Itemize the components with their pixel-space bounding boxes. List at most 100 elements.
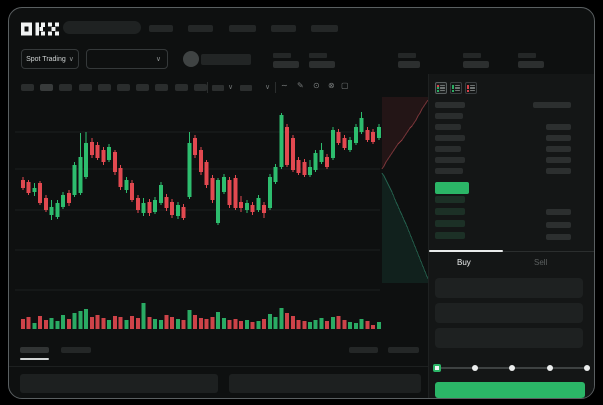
pencil-draw-icon[interactable]: ✎ — [297, 81, 304, 90]
nav-item[interactable] — [188, 25, 213, 32]
ask-row-amount[interactable] — [546, 124, 571, 130]
slider-stop[interactable] — [509, 365, 515, 371]
bid-row-price[interactable] — [435, 220, 465, 227]
amount-field[interactable] — [435, 303, 583, 323]
ask-row-price[interactable] — [435, 113, 463, 119]
last-price-badge[interactable] — [435, 182, 469, 194]
stat-label — [309, 53, 327, 58]
buy-tab-underline — [429, 250, 503, 252]
bottom-action-button[interactable] — [388, 347, 419, 353]
bottom-tab[interactable] — [61, 347, 91, 353]
candlestick-chart[interactable] — [9, 96, 429, 348]
market-type-dropdown[interactable]: Spot Trading ∨ — [21, 49, 79, 69]
interval-button[interactable] — [117, 84, 130, 91]
toolbar-divider — [207, 82, 208, 93]
ask-row-amount[interactable] — [546, 135, 571, 141]
indicator-dropdown[interactable] — [240, 85, 252, 91]
icon-row — [467, 87, 475, 89]
orders-table-placeholder — [229, 374, 421, 393]
chevron-down-icon[interactable]: ∨ — [265, 84, 271, 91]
bottom-divider — [9, 366, 428, 367]
bid-row-price[interactable] — [435, 196, 465, 203]
book-asks-only-icon[interactable] — [465, 82, 477, 94]
ask-row-price[interactable] — [435, 168, 463, 174]
ask-row-amount[interactable] — [546, 157, 571, 163]
interval-button[interactable] — [40, 84, 54, 91]
interval-button[interactable] — [59, 84, 73, 91]
stat-value — [463, 61, 489, 68]
chevron-down-icon: ∨ — [155, 55, 161, 63]
nav-item[interactable] — [271, 25, 296, 32]
okx-logo — [21, 22, 59, 36]
chevron-down-icon: ∨ — [68, 55, 74, 63]
orderbook-header-amount — [533, 102, 571, 108]
bottom-tab-active[interactable] — [20, 347, 49, 353]
bid-row-amount[interactable] — [546, 234, 571, 240]
nav-item[interactable] — [149, 25, 173, 32]
chevron-down-icon[interactable]: ∨ — [228, 84, 234, 91]
bottom-action-button[interactable] — [349, 347, 378, 353]
icon-row — [452, 87, 460, 89]
interval-button[interactable] — [78, 84, 92, 91]
stat-label — [518, 53, 536, 58]
stat-value — [398, 61, 420, 68]
ask-row-price[interactable] — [435, 146, 461, 152]
icon-row — [452, 84, 460, 87]
interval-button[interactable] — [21, 84, 34, 91]
icon-row — [452, 89, 460, 92]
alert-icon[interactable]: ⊗ — [328, 81, 335, 90]
stat-value — [273, 61, 299, 68]
icon-row — [437, 84, 445, 87]
stat-value — [518, 61, 544, 68]
indicator-dropdown[interactable] — [212, 85, 224, 91]
book-both-icon[interactable] — [435, 82, 447, 94]
interval-button[interactable] — [193, 84, 207, 91]
slider-handle[interactable] — [433, 364, 441, 372]
icon-row — [437, 87, 445, 89]
interval-button[interactable] — [155, 84, 169, 91]
token-icon — [183, 51, 199, 67]
tab-divider — [429, 251, 594, 252]
pair-name-placeholder — [201, 54, 251, 65]
nav-item[interactable] — [311, 25, 338, 32]
bid-row-amount[interactable] — [546, 209, 571, 215]
stat-label — [463, 53, 481, 58]
interval-button[interactable] — [136, 84, 150, 91]
stat-label — [273, 53, 291, 58]
ask-row-price[interactable] — [435, 124, 461, 130]
orders-table-placeholder — [20, 374, 218, 393]
ask-row-amount[interactable] — [546, 146, 571, 152]
wave-indicator-icon[interactable]: ∼ — [281, 81, 288, 90]
amount-slider[interactable] — [433, 362, 590, 374]
icon-row — [467, 89, 475, 92]
camera-snapshot-icon[interactable]: ⊙ — [313, 81, 320, 90]
slider-stop[interactable] — [584, 365, 590, 371]
bid-row-price[interactable] — [435, 208, 465, 215]
ask-row-price[interactable] — [435, 135, 465, 141]
ask-row-amount[interactable] — [546, 168, 571, 174]
market-type-label: Spot Trading — [26, 55, 66, 63]
icon-row — [437, 89, 445, 92]
toolbar-divider — [275, 82, 276, 93]
expand-fullscreen-icon[interactable]: ▢ — [341, 81, 349, 90]
buy-submit-button[interactable] — [435, 382, 585, 398]
interval-button[interactable] — [97, 84, 111, 91]
orderbook-header-price — [435, 102, 465, 108]
interval-button[interactable] — [174, 84, 188, 91]
price-field[interactable] — [435, 278, 583, 298]
panel-divider — [428, 74, 429, 398]
bid-row-amount[interactable] — [546, 221, 571, 228]
tab-buy[interactable]: Buy — [457, 258, 471, 267]
bid-row-price[interactable] — [435, 232, 465, 239]
nav-item[interactable] — [229, 25, 256, 32]
stat-label — [398, 53, 416, 58]
pair-selector-dropdown[interactable]: ∨ — [86, 49, 168, 69]
book-bids-only-icon[interactable] — [450, 82, 462, 94]
total-field[interactable] — [435, 328, 583, 348]
icon-row — [467, 84, 475, 87]
slider-stop[interactable] — [546, 365, 553, 371]
ask-row-price[interactable] — [435, 157, 465, 163]
tab-sell[interactable]: Sell — [534, 258, 548, 267]
search-input[interactable] — [63, 21, 141, 34]
slider-stop[interactable] — [471, 365, 478, 371]
